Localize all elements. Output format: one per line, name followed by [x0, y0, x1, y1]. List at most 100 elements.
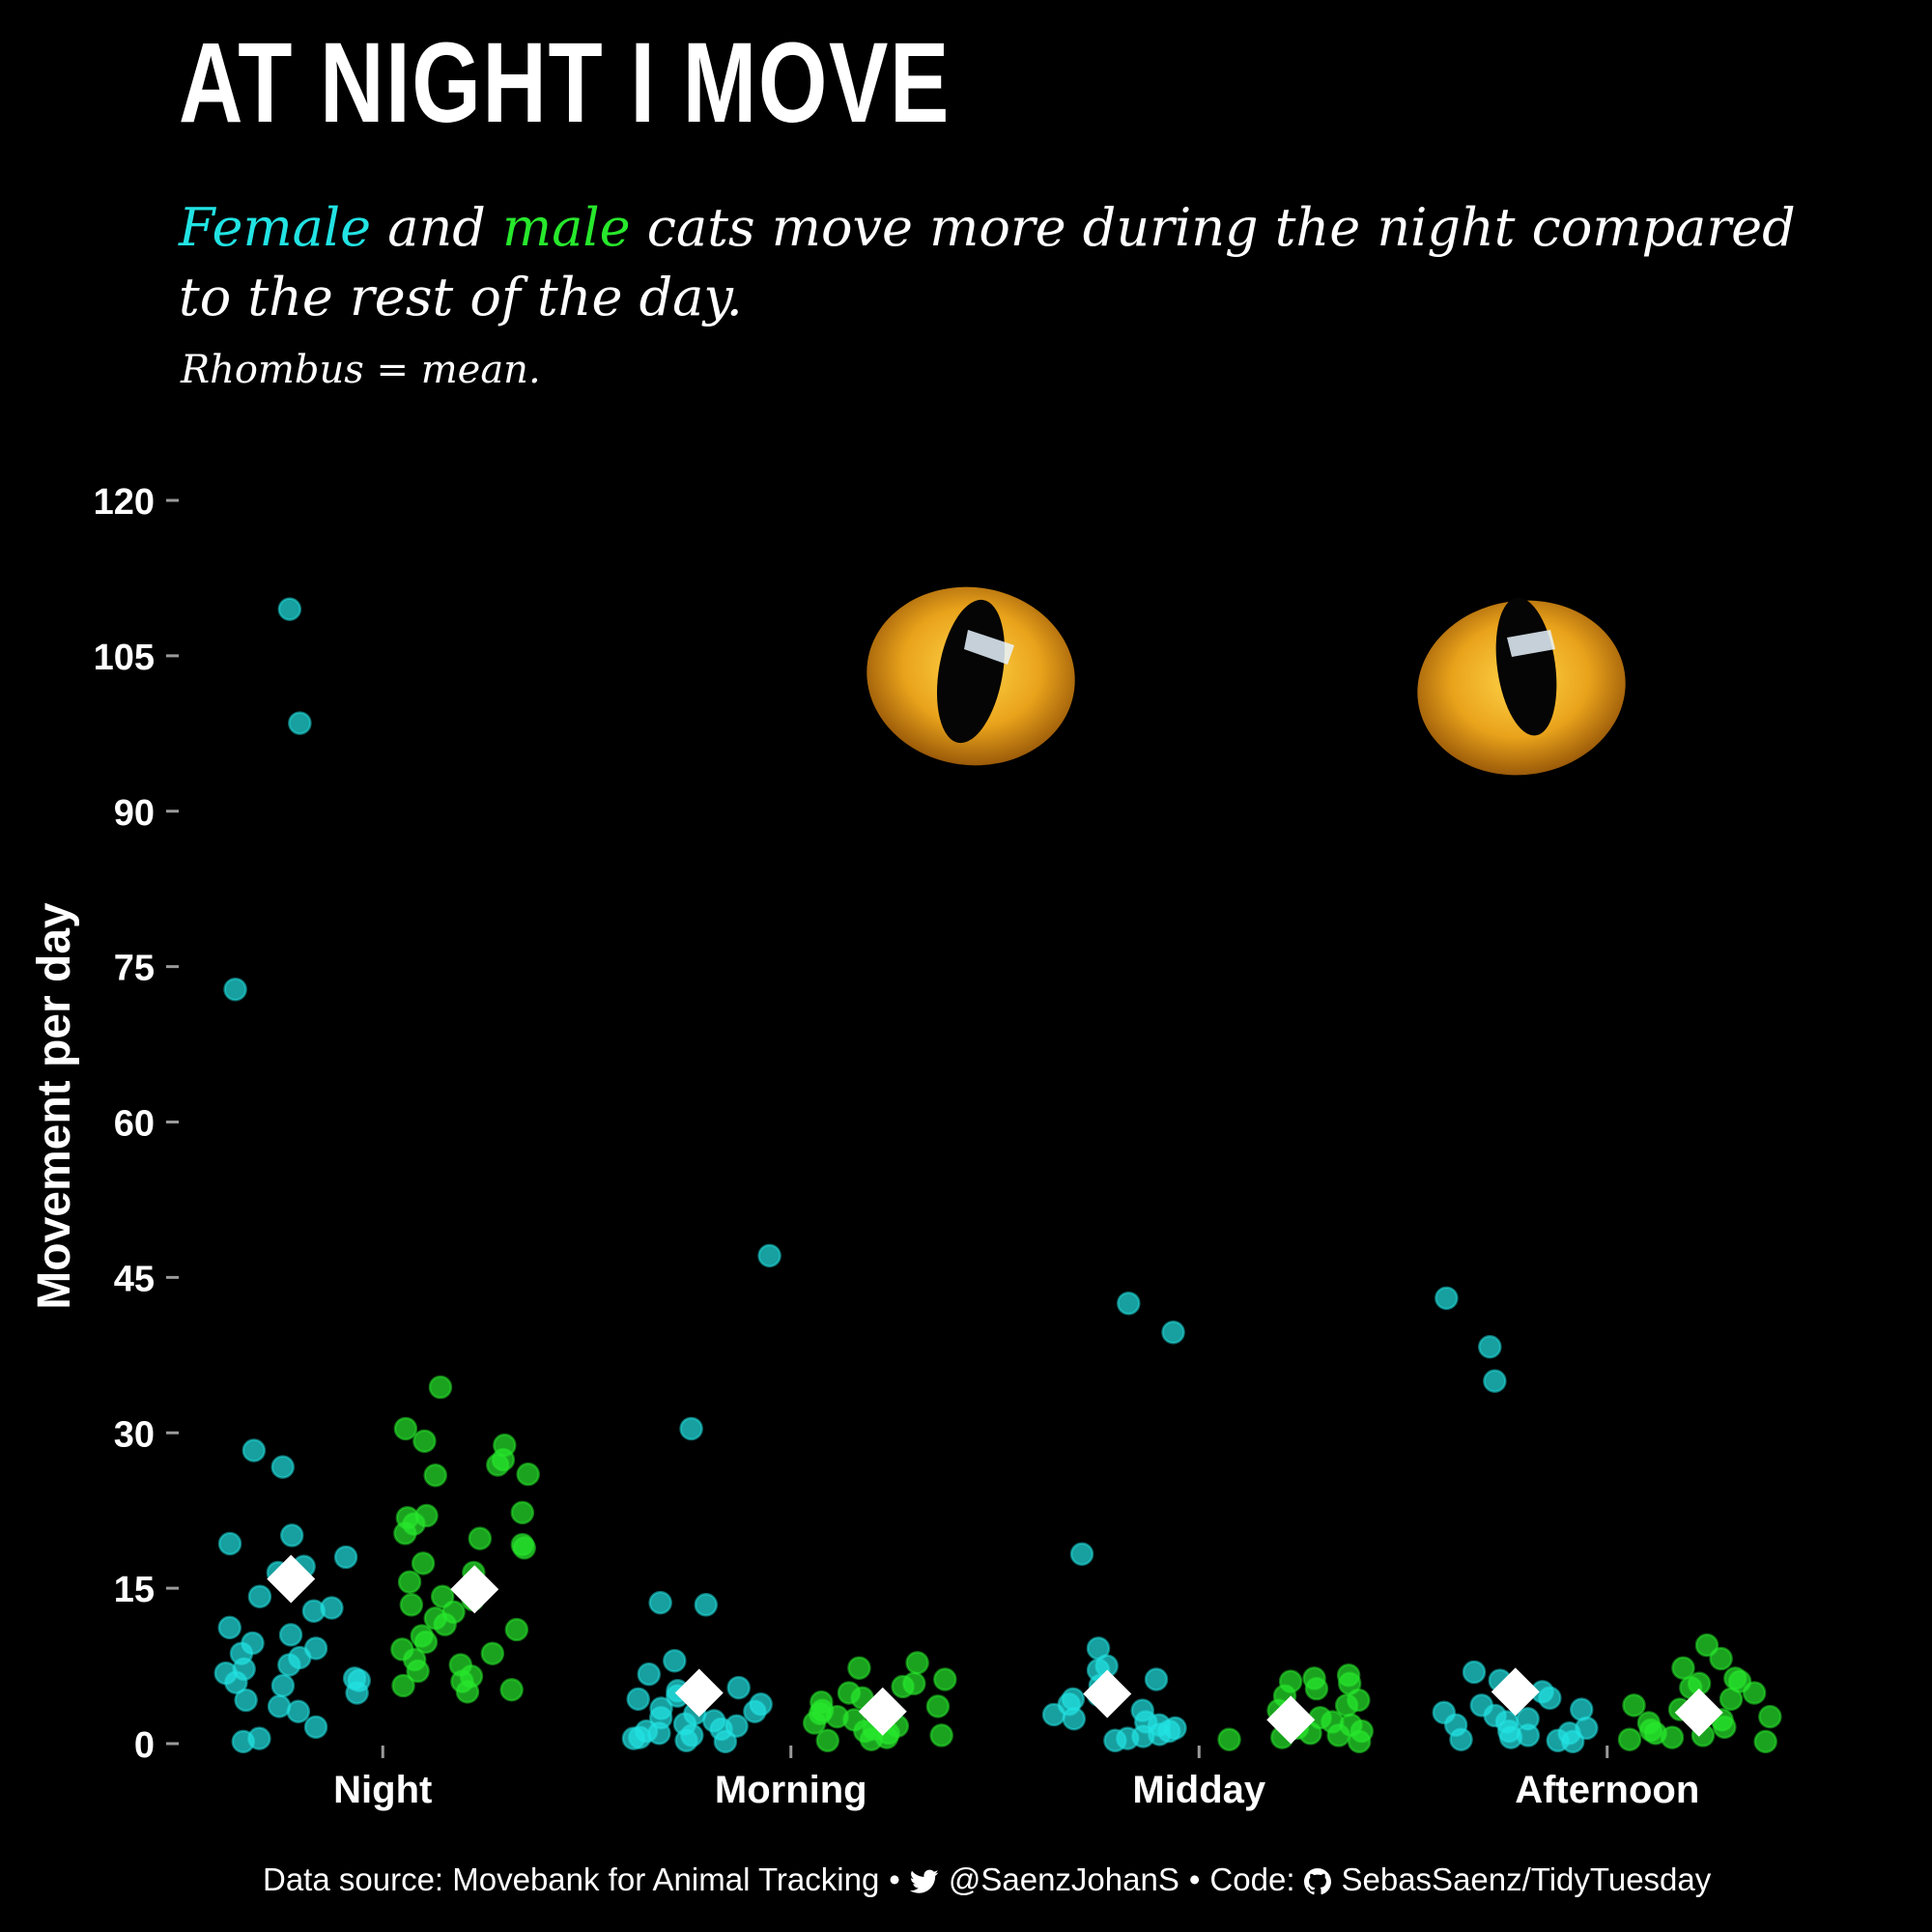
caption: Data source: Movebank for Animal Trackin…: [263, 1861, 1711, 1898]
data-point-female: [713, 1729, 738, 1754]
caption-github-repo: SebasSaenz/TidyTuesday: [1341, 1861, 1712, 1897]
data-point-female: [694, 1593, 719, 1617]
data-point-male: [510, 1500, 535, 1525]
mean-marker-male: [450, 1565, 499, 1614]
chart-note: Rhombus = mean.: [181, 348, 541, 392]
data-point-female: [301, 1599, 327, 1623]
mean-marker-male: [858, 1687, 907, 1736]
data-point-male: [1709, 1646, 1733, 1671]
data-point-female: [1069, 1542, 1094, 1566]
data-point-female: [1462, 1660, 1487, 1685]
x-axis: Night Morning Midday Afternoon: [333, 1746, 1699, 1811]
data-point-male: [1694, 1633, 1719, 1658]
data-point-female: [277, 1653, 301, 1677]
data-point-male: [1671, 1656, 1695, 1680]
data-point-female: [621, 1726, 646, 1750]
data-point-male: [391, 1673, 415, 1698]
mean-marker-female: [1491, 1667, 1540, 1717]
data-point-male: [815, 1728, 840, 1753]
data-point-female: [637, 1662, 662, 1687]
github-icon: [1304, 1861, 1332, 1898]
data-point-male: [428, 1375, 453, 1400]
caption-separator: •: [889, 1861, 900, 1897]
y-tick-label: 90: [114, 793, 155, 834]
data-point-male: [859, 1727, 884, 1751]
data-point-female: [1483, 1369, 1507, 1393]
y-tick-label: 120: [94, 482, 155, 523]
twitter-icon: [909, 1861, 939, 1898]
data-point-male: [504, 1617, 529, 1642]
data-point-male: [1742, 1681, 1767, 1705]
chart-title: AT NIGHT I MOVE: [179, 19, 951, 147]
data-point-female: [726, 1675, 751, 1700]
data-point-female: [288, 711, 312, 735]
data-point-male: [455, 1680, 480, 1704]
data-point-female: [277, 597, 302, 621]
data-point-female: [224, 1670, 248, 1694]
data-point-female: [303, 1715, 328, 1740]
data-point-female: [1161, 1320, 1185, 1345]
data-point-female: [663, 1648, 687, 1673]
data-point-female: [757, 1243, 781, 1268]
caption-source: Data source: Movebank for Animal Trackin…: [263, 1861, 880, 1897]
data-point-female: [1062, 1707, 1087, 1731]
mean-marker-female: [674, 1668, 724, 1718]
data-point-male: [1753, 1729, 1777, 1754]
data-point-male: [802, 1711, 827, 1735]
data-point-female: [223, 977, 247, 1002]
data-point-female: [217, 1615, 242, 1640]
data-point-female: [242, 1438, 267, 1463]
cat-eyes-image: [867, 586, 1626, 776]
data-point-male: [925, 1694, 951, 1719]
x-tick-label: Midday: [1132, 1769, 1266, 1811]
data-point-female: [1041, 1702, 1066, 1727]
caption-twitter-handle: @SaenzJohanS: [948, 1861, 1179, 1897]
data-point-female: [217, 1531, 242, 1556]
caption-code-label: Code:: [1209, 1861, 1295, 1897]
x-tick-label: Afternoon: [1515, 1769, 1699, 1811]
subtitle-rest: cats move more during the night compared…: [179, 197, 1796, 327]
y-tick-label: 15: [114, 1570, 155, 1610]
data-point-male: [1622, 1693, 1646, 1718]
data-point-male: [393, 1521, 417, 1546]
y-tick-label: 45: [114, 1259, 155, 1299]
data-point-male: [1719, 1687, 1744, 1712]
data-point-male: [1713, 1715, 1737, 1740]
mean-marker-male: [1674, 1688, 1723, 1737]
data-point-male: [905, 1651, 929, 1675]
data-point-male: [397, 1570, 422, 1594]
data-point-male: [393, 1416, 418, 1441]
data-point-male: [1758, 1704, 1782, 1729]
mean-marker-female: [1083, 1669, 1132, 1719]
data-point-female: [234, 1688, 258, 1713]
data-point-female: [1560, 1729, 1585, 1754]
data-point-female: [270, 1455, 295, 1479]
data-point-male: [480, 1641, 505, 1665]
data-point-female: [1498, 1725, 1523, 1749]
data-point-female: [345, 1681, 369, 1705]
data-point-female: [1538, 1686, 1562, 1711]
data-point-male: [1660, 1725, 1685, 1749]
data-point-female: [1117, 1291, 1141, 1316]
subtitle-and-word: and: [371, 197, 502, 258]
data-point-female: [647, 1721, 671, 1746]
y-tick-label: 60: [114, 1104, 155, 1145]
y-tick-label: 105: [94, 638, 155, 678]
data-point-male: [406, 1659, 430, 1684]
data-point-male: [412, 1429, 437, 1454]
data-point-female: [648, 1590, 672, 1615]
mean-markers: [267, 1554, 1723, 1745]
data-point-male: [433, 1612, 457, 1636]
mean-marker-male: [1266, 1695, 1316, 1745]
data-point-male: [423, 1463, 447, 1488]
data-point-female: [1449, 1727, 1473, 1751]
data-point-female: [1144, 1667, 1169, 1691]
data-point-male: [847, 1656, 871, 1680]
y-tick-label: 75: [114, 949, 155, 989]
data-point-male: [891, 1674, 915, 1699]
chart-subtitle: Female and male cats move more during th…: [179, 193, 1821, 332]
data-point-male: [486, 1453, 510, 1477]
x-tick-label: Night: [333, 1769, 432, 1811]
data-point-female: [1478, 1334, 1502, 1359]
